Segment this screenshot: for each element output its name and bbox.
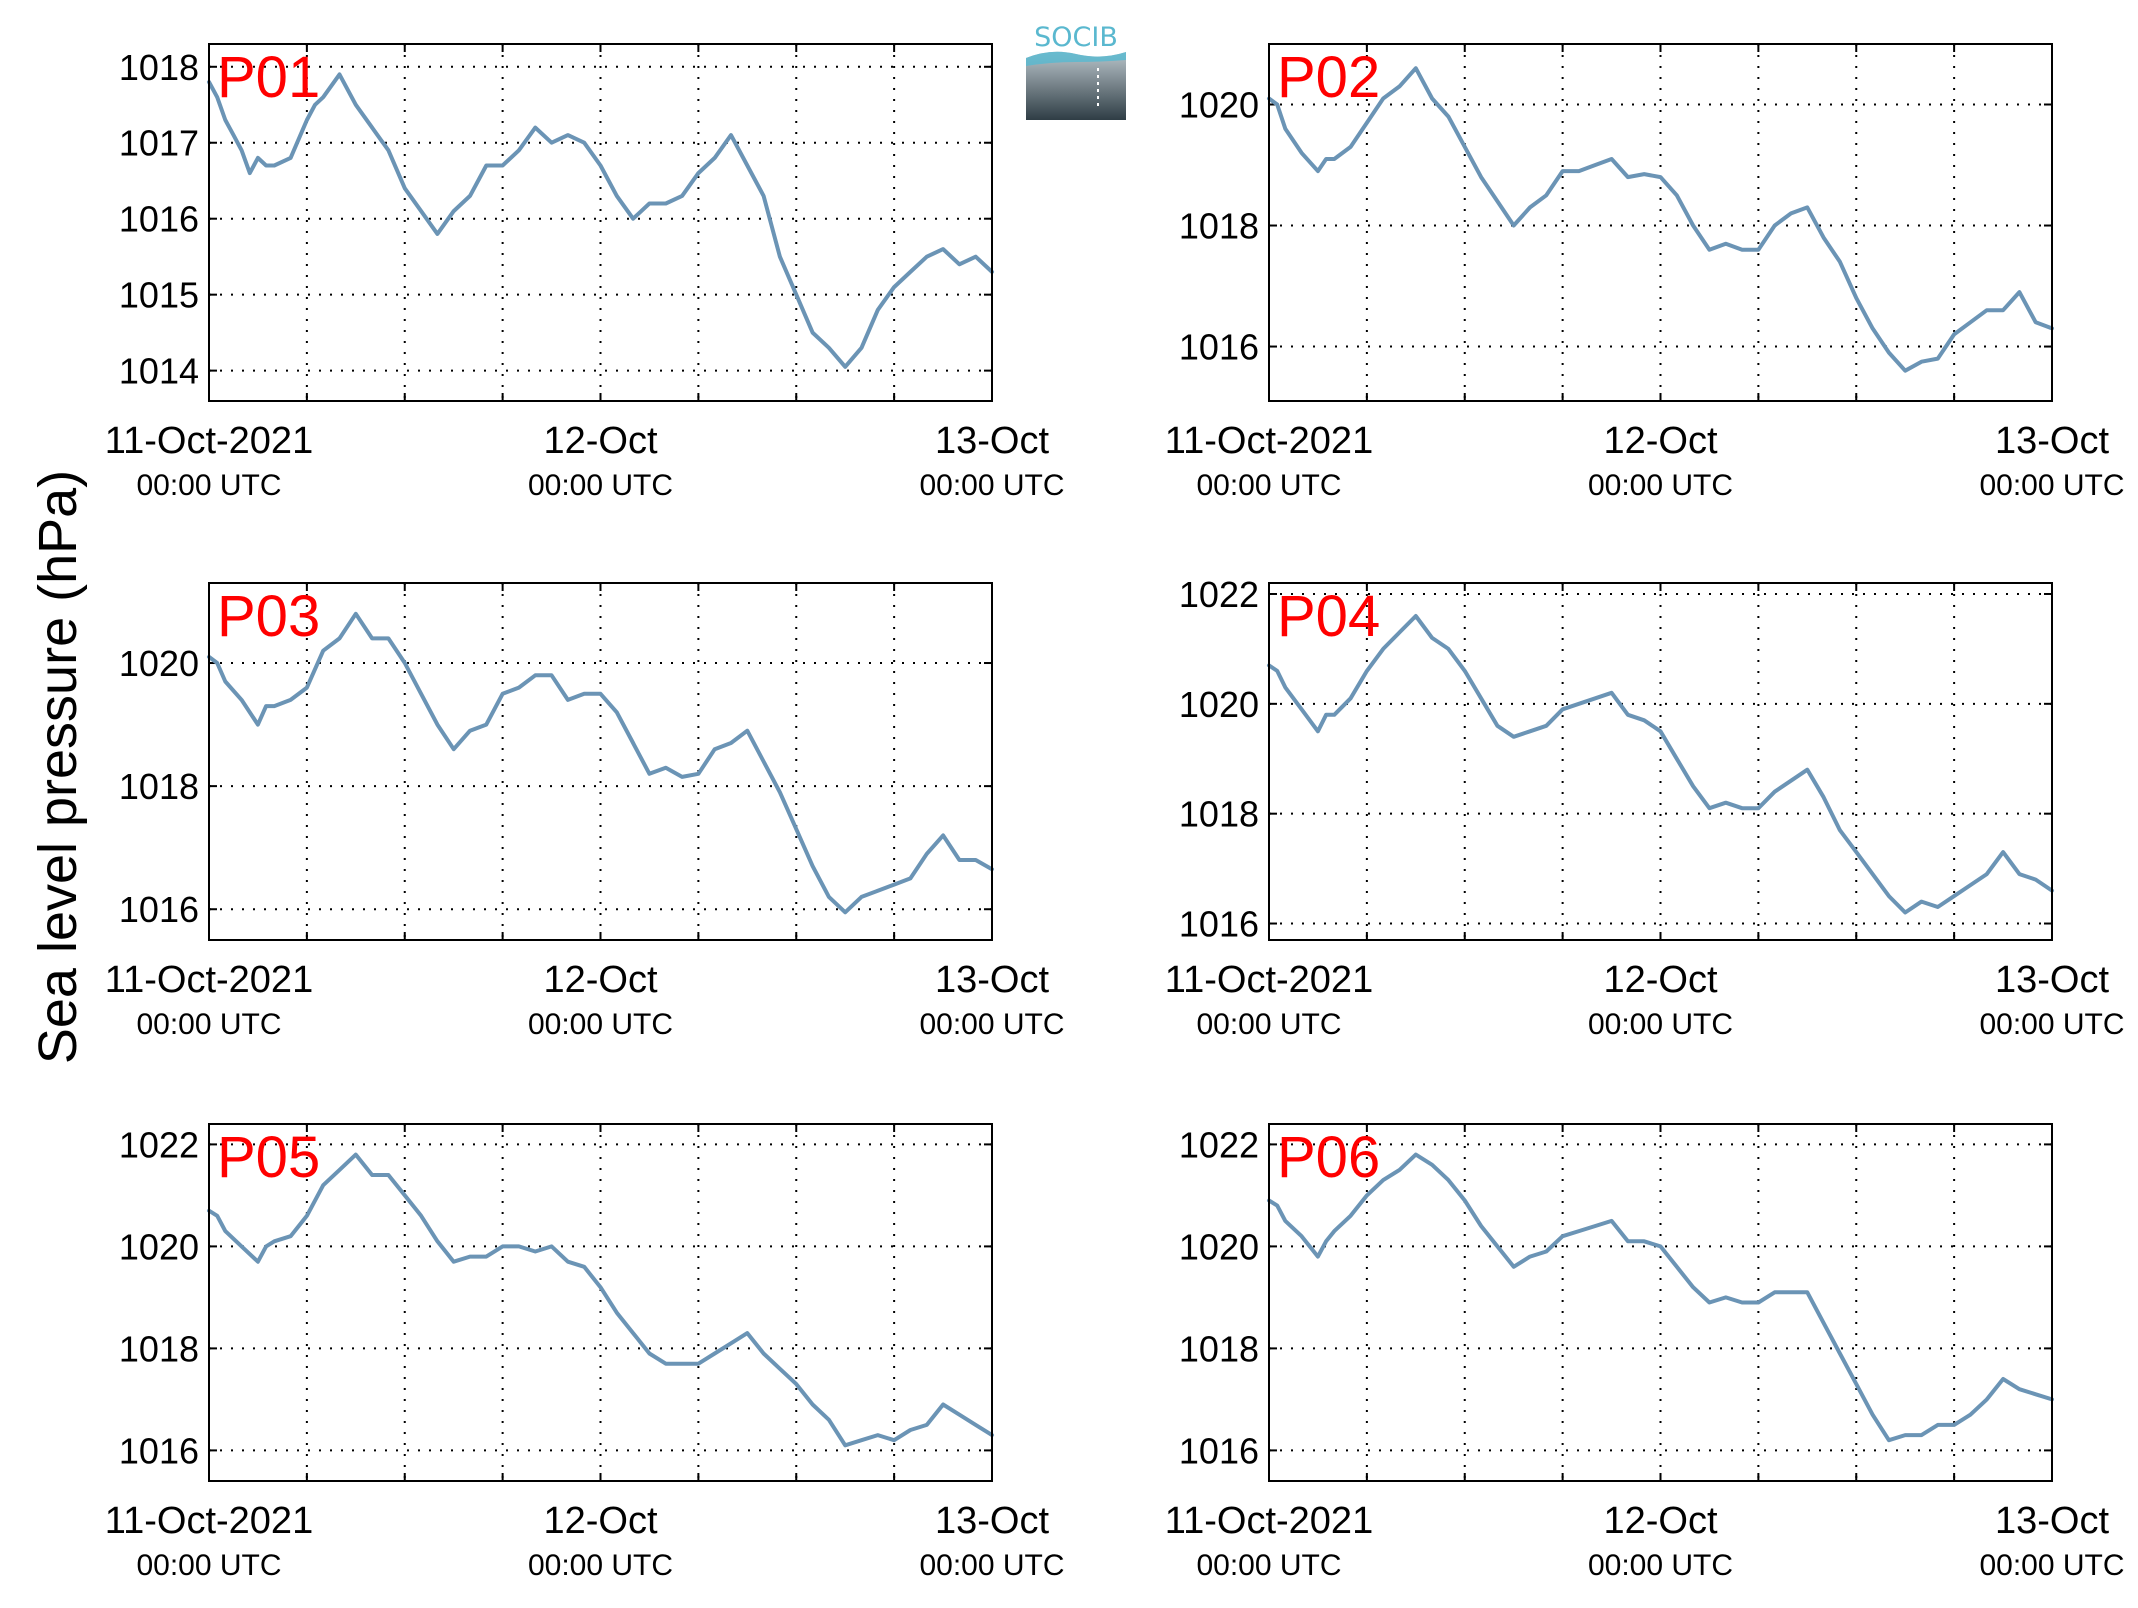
y-tick-label: 1018 bbox=[119, 47, 199, 88]
y-tick-label: 1016 bbox=[1179, 1430, 1259, 1471]
x-tick-label-time: 00:00 UTC bbox=[919, 1008, 1064, 1041]
x-tick-label-date: 13-Oct bbox=[1995, 959, 2109, 1001]
x-tick-label-date: 12-Oct bbox=[543, 420, 657, 462]
series-line-p02 bbox=[1267, 66, 2054, 373]
socib-logo-graphic: SOCIB bbox=[1026, 22, 1126, 120]
y-tick-label: 1018 bbox=[119, 1328, 199, 1369]
x-tick-label-date: 13-Oct bbox=[935, 420, 1049, 462]
x-tick-label-time: 00:00 UTC bbox=[528, 1549, 673, 1582]
x-tick-label-date: 11-Oct-2021 bbox=[1165, 959, 1373, 1001]
x-tick-label-time: 00:00 UTC bbox=[1979, 1008, 2124, 1041]
logo-text: SOCIB bbox=[1034, 22, 1118, 53]
panel-p05: 1016 1018 1020 1022 11-Oct-2021 00:00 UTC 12-O… bbox=[105, 1123, 1065, 1582]
x-tick-label-time: 00:00 UTC bbox=[136, 1549, 281, 1582]
panel-label: P06 bbox=[1277, 1125, 1380, 1190]
x-tick-label-time: 00:00 UTC bbox=[1979, 469, 2124, 502]
axes-frame bbox=[1268, 1123, 2053, 1482]
x-tick-label-time: 00:00 UTC bbox=[919, 469, 1064, 502]
x-tick-label-date: 12-Oct bbox=[1603, 420, 1717, 462]
panel-label: P04 bbox=[1277, 584, 1380, 649]
x-tick-label-date: 11-Oct-2021 bbox=[1165, 1500, 1373, 1542]
y-tick-label: 1020 bbox=[1179, 684, 1259, 725]
panel-label: P05 bbox=[217, 1125, 320, 1190]
y-tick-label: 1016 bbox=[119, 889, 199, 930]
y-tick-label: 1022 bbox=[119, 1124, 199, 1165]
x-tick-label-time: 00:00 UTC bbox=[919, 1549, 1064, 1582]
series-line-p05 bbox=[207, 1152, 994, 1448]
x-tick-label-time: 00:00 UTC bbox=[1196, 469, 1341, 502]
y-tick-label: 1017 bbox=[119, 123, 199, 164]
x-tick-label-date: 12-Oct bbox=[543, 1500, 657, 1542]
panel-label: P03 bbox=[217, 584, 320, 649]
x-tick-label-date: 12-Oct bbox=[543, 959, 657, 1001]
y-tick-label: 1018 bbox=[1179, 206, 1259, 247]
y-tick-label: 1022 bbox=[1179, 574, 1259, 615]
x-tick-label-time: 00:00 UTC bbox=[136, 1008, 281, 1041]
x-tick-label-time: 00:00 UTC bbox=[1196, 1008, 1341, 1041]
y-tick-label: 1018 bbox=[119, 766, 199, 807]
panel-p06: 1016 1018 1020 1022 11-Oct-2021 00:00 UTC 12-O… bbox=[1165, 1123, 2125, 1582]
y-tick-label: 1016 bbox=[1179, 327, 1259, 368]
y-tick-label: 1016 bbox=[119, 1430, 199, 1471]
y-tick-label: 1014 bbox=[119, 351, 199, 392]
panel-p02: 1016 1018 1020 11-Oct-2021 00:00 UTC 12-Oct 00… bbox=[1165, 43, 2125, 502]
y-tick-label: 1020 bbox=[1179, 85, 1259, 126]
panel-label: P01 bbox=[217, 45, 320, 110]
panel-p04: 1016 1018 1020 1022 11-Oct-2021 00:00 UTC 12-O… bbox=[1165, 574, 2125, 1041]
panels: 1014 1015 1016 1017 1018 11-Oct-2021 00:00 UTC… bbox=[105, 43, 2125, 1582]
panel-label: P02 bbox=[1277, 45, 1380, 110]
y-tick-label: 1020 bbox=[1179, 1226, 1259, 1267]
series-line-p06 bbox=[1267, 1152, 2054, 1443]
x-tick-label-time: 00:00 UTC bbox=[528, 1008, 673, 1041]
x-tick-label-time: 00:00 UTC bbox=[1588, 1549, 1733, 1582]
series-line-p01 bbox=[207, 72, 994, 369]
x-tick-label-date: 11-Oct-2021 bbox=[105, 959, 313, 1001]
series-line-p03 bbox=[207, 611, 994, 915]
y-tick-label: 1015 bbox=[119, 275, 199, 316]
x-tick-label-time: 00:00 UTC bbox=[1196, 1549, 1341, 1582]
series-line-p04 bbox=[1267, 614, 2054, 915]
socib-logo: SOCIB bbox=[1026, 20, 1126, 122]
y-tick-label: 1018 bbox=[1179, 1328, 1259, 1369]
y-tick-label: 1016 bbox=[119, 199, 199, 240]
x-tick-label-time: 00:00 UTC bbox=[528, 469, 673, 502]
panel-p03: 1016 1018 1020 11-Oct-2021 00:00 UTC 12-Oct 00… bbox=[105, 582, 1065, 1041]
axes-frame bbox=[208, 43, 993, 402]
x-tick-label-date: 12-Oct bbox=[1603, 1500, 1717, 1542]
axes-frame bbox=[1268, 582, 2053, 941]
x-tick-label-date: 11-Oct-2021 bbox=[105, 1500, 313, 1542]
x-tick-label-date: 12-Oct bbox=[1603, 959, 1717, 1001]
x-tick-label-date: 11-Oct-2021 bbox=[105, 420, 313, 462]
y-tick-label: 1016 bbox=[1179, 904, 1259, 945]
y-tick-label: 1020 bbox=[119, 643, 199, 684]
axes-frame bbox=[208, 582, 993, 941]
x-tick-label-date: 13-Oct bbox=[1995, 420, 2109, 462]
x-tick-label-time: 00:00 UTC bbox=[136, 469, 281, 502]
y-tick-label: 1020 bbox=[119, 1226, 199, 1267]
x-tick-label-time: 00:00 UTC bbox=[1979, 1549, 2124, 1582]
axes-frame bbox=[208, 1123, 993, 1482]
x-tick-label-date: 13-Oct bbox=[935, 1500, 1049, 1542]
y-tick-label: 1018 bbox=[1179, 794, 1259, 835]
y-axis-label: Sea level pressure (hPa) bbox=[28, 470, 88, 1064]
panel-p01: 1014 1015 1016 1017 1018 11-Oct-2021 00:00 UTC… bbox=[105, 43, 1065, 502]
y-tick-label: 1022 bbox=[1179, 1124, 1259, 1165]
x-tick-label-time: 00:00 UTC bbox=[1588, 1008, 1733, 1041]
x-tick-label-date: 13-Oct bbox=[935, 959, 1049, 1001]
x-tick-label-date: 13-Oct bbox=[1995, 1500, 2109, 1542]
x-tick-label-date: 11-Oct-2021 bbox=[1165, 420, 1373, 462]
x-tick-label-time: 00:00 UTC bbox=[1588, 469, 1733, 502]
axes-frame bbox=[1268, 43, 2053, 402]
